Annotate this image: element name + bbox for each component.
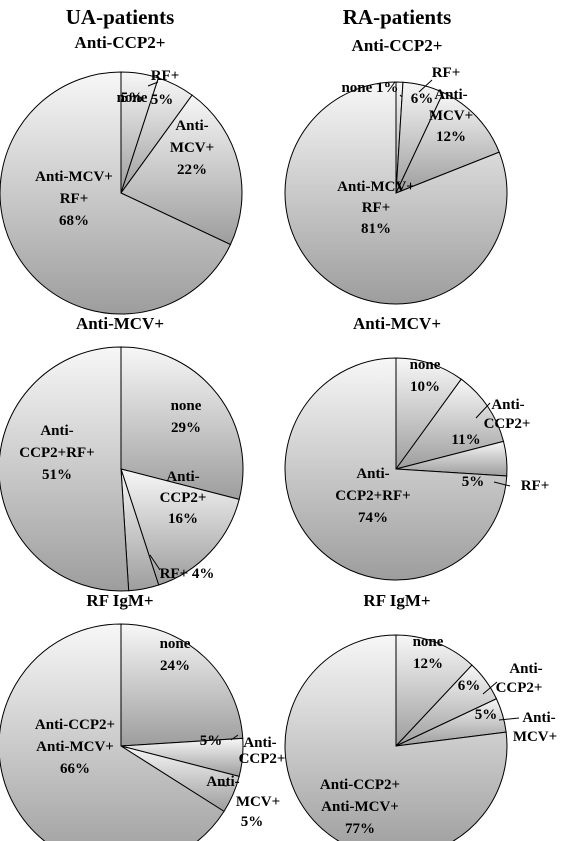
pie-1-leader-2 — [147, 81, 159, 87]
pie-1-label-4-line-3: 68% — [59, 213, 89, 229]
pie-2-label-2-line-1: RF+ — [432, 65, 461, 81]
pie-6-label-4-line-1: Anti-CCP2+ — [320, 777, 400, 793]
pie-2-label-3-line-2: MCV+ — [429, 108, 473, 124]
pie-3-label-2-line-1: Anti- — [166, 469, 199, 485]
pie-6-label-2-line-2: CCP2+ — [496, 680, 543, 696]
pie-4-label-3-line-2: 5% — [462, 474, 485, 490]
pie-5-label-4-line-2: Anti-MCV+ — [36, 739, 114, 755]
pie-6-label-1-line-2: 12% — [413, 656, 443, 672]
pie-4-label-1-line-1: none — [410, 357, 441, 373]
pie-3-slice-1 — [120, 346, 244, 500]
chart-title-ra-mcv: Anti-MCV+ — [353, 314, 441, 333]
chart-title-ua-ccp2: Anti-CCP2+ — [75, 33, 166, 52]
pie-6-label-4-line-2: Anti-MCV+ — [321, 799, 399, 815]
pie-3-label-4-line-3: 51% — [42, 467, 72, 483]
pie-3-label-4-line-1: Anti- — [40, 423, 73, 439]
pie-4-label-3-line-1: RF+ — [521, 478, 550, 494]
pie-5-label-4-line-1: Anti-CCP2+ — [35, 717, 115, 733]
chart-title-ra-ccp2: Anti-CCP2+ — [352, 36, 443, 55]
pie-1-slice-4 — [0, 71, 232, 315]
pie-4-slice-2 — [394, 378, 505, 470]
pie-3-label-2-line-2: CCP2+ — [160, 490, 207, 506]
pie-5-leader-3 — [219, 784, 228, 787]
pie-1-label-4-line-2: RF+ — [60, 191, 89, 207]
pie-4-label-2-line-1: Anti- — [491, 397, 524, 413]
pie-6-label-1-line-1: none — [413, 634, 444, 650]
column-title-ua: UA-patients — [66, 5, 175, 29]
pie-2-label-4-line-2: RF+ — [362, 200, 391, 216]
pie-1-label-1-line-2: 5% — [121, 90, 144, 106]
pie-4-label-2-line-3: 11% — [451, 432, 480, 448]
pie-6-label-3-line-2: MCV+ — [513, 729, 557, 745]
pie-4-leader-3 — [493, 481, 511, 487]
pie-3-label-3-line-1: RF+ 4% — [160, 566, 215, 582]
pie-4-label-2-line-2: CCP2+ — [484, 416, 531, 432]
pie-6-leader-2 — [482, 681, 498, 695]
pie-5-leader-2 — [230, 734, 239, 741]
pie-2-label-2-line-2: 6% — [411, 91, 434, 107]
pie-5-slice-4 — [0, 623, 225, 841]
pie-1-label-2-line-2: 5% — [151, 92, 174, 108]
pie-3-slice-4 — [0, 346, 130, 592]
pie-5-label-2-line-1: Anti- — [243, 735, 276, 751]
pie-6-label-3-line-1: Anti- — [522, 710, 555, 726]
pie-6-label-3-line-3: 5% — [475, 707, 498, 723]
pie-5-slice-1 — [120, 623, 244, 747]
chart-title-ra-rf: RF IgM+ — [363, 591, 430, 610]
pie-2-label-4-line-1: Anti-MCV+ — [337, 179, 415, 195]
pie-2: none 1%RF+6% Anti-MCV+12%Anti-MCV+RF+81% — [284, 65, 508, 305]
pie-2-slice-3 — [395, 91, 500, 194]
pie-1-label-3-line-3: 22% — [177, 162, 207, 178]
pie-6-label-4-line-3: 77% — [345, 821, 375, 837]
pie-1-label-3-line-2: MCV+ — [170, 140, 214, 156]
pie-3-label-1-line-1: none — [171, 398, 202, 414]
pie-6-slice-4 — [284, 634, 508, 841]
pie-6-slice-1 — [395, 634, 473, 748]
pie-1-label-4-line-1: Anti-MCV+ — [35, 169, 113, 185]
pie-4-label-4-line-1: Anti- — [356, 466, 389, 482]
pie-5-label-2-line-2: CCP2+ — [239, 751, 286, 767]
pie-4-label-4-line-2: CCP2+RF+ — [335, 488, 410, 504]
pie-5-label-3-line-3: 5% — [241, 814, 264, 830]
pie-1-label-2-line-1: RF+ — [151, 68, 180, 84]
pie-4-label-1-line-2: 10% — [410, 379, 440, 395]
chart-title-ua-rf: RF IgM+ — [86, 591, 153, 610]
pie-5-label-1-line-1: none — [160, 636, 191, 652]
pie-2-leader-1 — [399, 94, 403, 98]
pie-6-leader-3 — [498, 717, 520, 721]
pie-3-label-1-line-2: 29% — [171, 420, 201, 436]
pie-2-label-4-line-3: 81% — [361, 221, 391, 237]
pie-6-label-2-line-1: Anti- — [509, 661, 542, 677]
chart-title-ua-mcv: Anti-MCV+ — [76, 314, 164, 333]
pie-6-label-2-line-3: 6% — [458, 678, 481, 694]
pie-3-leader-3 — [149, 554, 161, 571]
pie-5-label-1-line-2: 24% — [160, 658, 190, 674]
pie-5-label-3-line-1: Anti- — [206, 774, 239, 790]
column-title-ra: RA-patients — [343, 5, 452, 29]
pie-4-label-4-line-3: 74% — [358, 510, 388, 526]
pie-5: none24%Anti-CCP2+5%Anti-MCV+5%Anti-CCP2+… — [0, 623, 286, 841]
pie-2-leader-2 — [418, 79, 433, 93]
pie-4-leader-2 — [475, 402, 491, 419]
pie-4-slice-4 — [284, 357, 508, 581]
pie-5-label-2-line-3: 5% — [200, 733, 223, 749]
pie-3-label-2-line-3: 16% — [168, 511, 198, 527]
pie-2-label-3-line-3: 12% — [436, 129, 466, 145]
pie-5-label-3-line-2: MCV+ — [236, 794, 280, 810]
pie-3-label-4-line-2: CCP2+RF+ — [19, 445, 94, 461]
pie-2-slice-4 — [284, 81, 508, 305]
pie-2-label-1-line-1: none 1% — [341, 80, 398, 96]
pie-4: none 10% Anti- CCP2+11% RF+ 5% Anti- CCP2+RF+ 74… — [284, 357, 550, 581]
pie-1-label-3-line-1: Anti- — [175, 118, 208, 134]
pie-1-label-1-line-1: none — [117, 90, 148, 106]
pie-2-label-3-line-1: Anti- — [434, 87, 467, 103]
pie-3: none 29% Anti- CCP2+ 16% RF+ 4% Anti- CCP2+RF+ 5… — [0, 346, 244, 592]
pie-5-label-4-line-3: 66% — [60, 761, 90, 777]
